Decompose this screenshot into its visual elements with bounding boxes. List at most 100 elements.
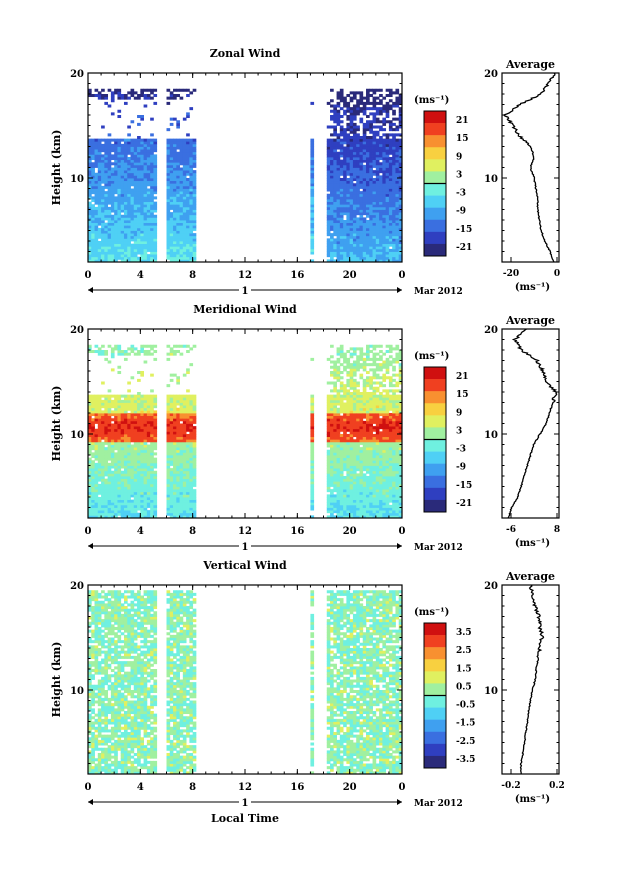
- heatmap-cell: [146, 154, 151, 158]
- heatmap-cell: [346, 188, 351, 192]
- heatmap-cell: [369, 251, 373, 255]
- heatmap-cell: [366, 164, 370, 168]
- heatmap-cell: [366, 209, 370, 213]
- heatmap-cell: [150, 426, 154, 430]
- heatmap-cell: [186, 455, 190, 459]
- heatmap-cell: [88, 350, 92, 354]
- heatmap-cell: [346, 447, 351, 451]
- heatmap-cell: [110, 439, 115, 443]
- heatmap-cell: [366, 185, 370, 189]
- heatmap-cell: [104, 420, 109, 424]
- heatmap-cell: [346, 259, 351, 263]
- heatmap-cell: [362, 188, 367, 192]
- heatmap-cell: [362, 220, 367, 224]
- heatmap-cell: [130, 489, 135, 493]
- heatmap-cell: [189, 256, 194, 260]
- heatmap-cell: [336, 238, 341, 242]
- heatmap-cell: [182, 478, 187, 482]
- heatmap-cell: [326, 502, 331, 506]
- heatmap-cell: [362, 104, 367, 108]
- heatmap-cell: [349, 413, 354, 417]
- heatmap-cell: [88, 449, 92, 453]
- heatmap-cell: [339, 410, 344, 414]
- heatmap-cell: [343, 441, 347, 445]
- heatmap-cell: [176, 154, 180, 158]
- heatmap-cell: [336, 491, 341, 495]
- heatmap-cell: [189, 402, 194, 406]
- heatmap-cell: [88, 428, 92, 432]
- heatmap-cell: [101, 483, 105, 487]
- heatmap-cell: [110, 214, 115, 218]
- heatmap-cell: [336, 167, 341, 171]
- heatmap-cell: [173, 497, 177, 501]
- heatmap-cell: [186, 410, 190, 414]
- heatmap-cell: [310, 241, 315, 245]
- heatmap-cell: [346, 439, 351, 443]
- heatmap-cell: [356, 193, 360, 197]
- heatmap-cell: [349, 502, 354, 506]
- heatmap-cell: [176, 220, 180, 224]
- heatmap-cell: [179, 510, 184, 514]
- heatmap-cell: [375, 164, 380, 168]
- heatmap-cell: [382, 120, 387, 124]
- heatmap-cell: [173, 238, 177, 242]
- heatmap-cell: [91, 394, 95, 398]
- colorbar-swatch: [424, 207, 446, 221]
- heatmap-cell: [146, 243, 151, 247]
- heatmap-cell: [101, 230, 105, 234]
- heatmap-cell: [333, 486, 337, 490]
- heatmap-cell: [310, 238, 315, 242]
- heatmap-cell: [362, 109, 367, 113]
- heatmap-cell: [91, 225, 95, 229]
- heatmap-cell: [110, 431, 115, 435]
- heatmap-cell: [356, 201, 360, 205]
- heatmap-cell: [385, 248, 390, 252]
- heatmap-cell: [186, 259, 190, 263]
- heatmap-cell: [182, 399, 187, 403]
- heatmap-cell: [143, 360, 148, 364]
- heatmap-cell: [101, 473, 105, 477]
- heatmap-cell: [137, 452, 141, 456]
- heatmap-cell: [104, 238, 109, 242]
- heatmap-cell: [356, 222, 360, 226]
- heatmap-cell: [372, 178, 377, 182]
- heatmap-cell: [143, 444, 148, 448]
- heatmap-cell: [107, 143, 112, 147]
- heatmap-cell: [88, 138, 92, 142]
- heatmap-cell: [120, 259, 125, 263]
- heatmap-cell: [382, 254, 387, 258]
- heatmap-cell: [392, 180, 396, 184]
- heatmap-cell: [343, 222, 347, 226]
- heatmap-cell: [143, 256, 148, 260]
- heatmap-cell: [120, 248, 125, 252]
- heatmap-cell: [123, 214, 128, 218]
- heatmap-cell: [169, 352, 174, 356]
- heatmap-cell: [107, 431, 112, 435]
- heatmap-cell: [369, 94, 373, 98]
- heatmap-cell: [343, 439, 347, 443]
- heatmap-cell: [101, 138, 105, 142]
- heatmap-cell: [166, 206, 171, 210]
- heatmap-cell: [369, 162, 373, 166]
- heatmap-cell: [153, 510, 158, 514]
- heatmap-cell: [94, 515, 99, 519]
- heatmap-cell: [310, 457, 315, 461]
- heatmap-cell: [173, 455, 177, 459]
- heatmap-cell: [349, 462, 354, 466]
- heatmap-cell: [375, 88, 380, 92]
- heatmap-cell: [346, 94, 351, 98]
- heatmap-cell: [379, 151, 383, 155]
- heatmap-cell: [107, 251, 112, 255]
- heatmap-cell: [395, 196, 400, 200]
- colorbar-swatch: [424, 195, 446, 208]
- heatmap-cell: [140, 172, 144, 176]
- heatmap-cell: [120, 420, 125, 424]
- heatmap-cell: [101, 405, 105, 409]
- heatmap-cell: [117, 225, 122, 229]
- heatmap-cell: [359, 146, 364, 150]
- heatmap-cell: [395, 193, 400, 197]
- heatmap-cell: [330, 170, 334, 174]
- heatmap-cell: [143, 201, 148, 205]
- heatmap-cell: [352, 483, 357, 487]
- heatmap-cell: [179, 180, 184, 184]
